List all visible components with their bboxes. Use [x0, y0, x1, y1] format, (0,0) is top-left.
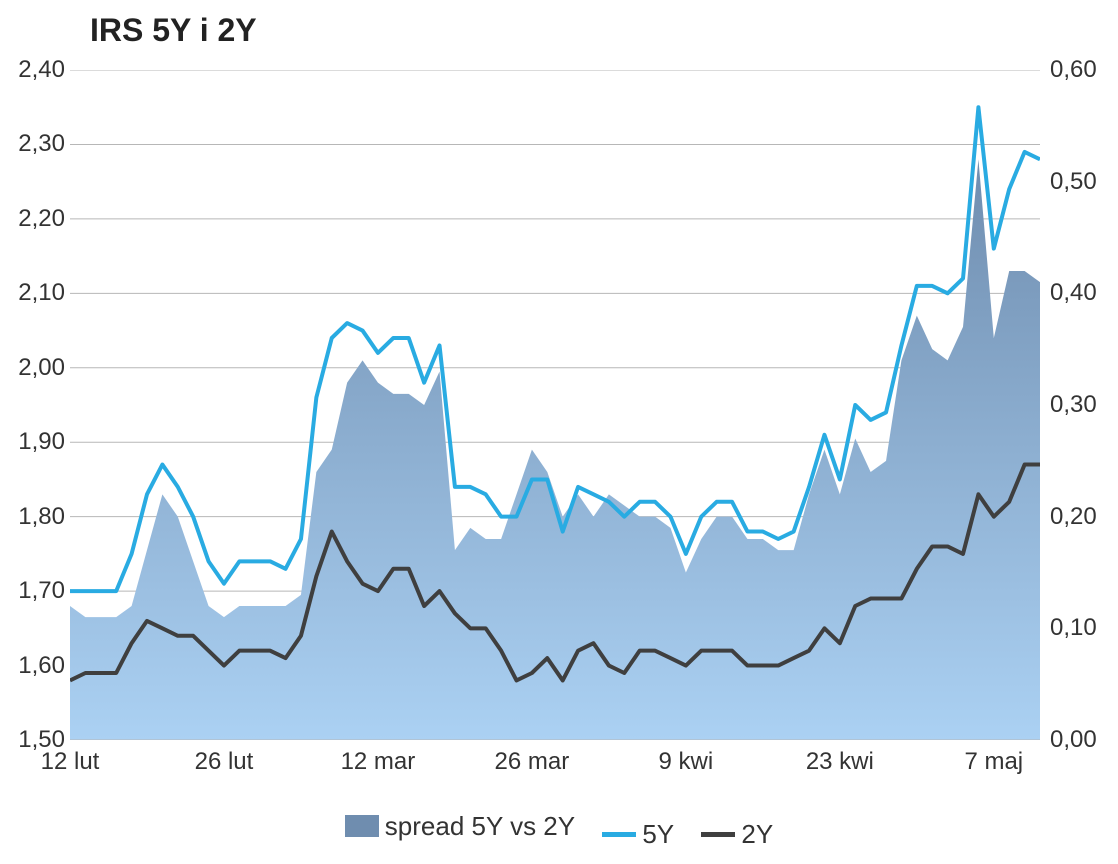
y-left-tick: 1,90: [5, 428, 65, 456]
y-left-tick: 2,40: [5, 56, 65, 84]
legend-label-5y: 5Y: [642, 819, 674, 850]
y-left-tick: 1,80: [5, 503, 65, 531]
y-right-tick: 0,20: [1050, 503, 1097, 531]
irs-chart: IRS 5Y i 2Y 1,501,601,701,801,902,002,10…: [0, 0, 1118, 864]
legend-label-2y: 2Y: [741, 819, 773, 850]
x-tick: 26 lut: [195, 748, 254, 776]
chart-svg: [70, 70, 1040, 740]
x-tick: 9 kwi: [659, 748, 714, 776]
legend-item-spread: spread 5Y vs 2Y: [345, 811, 575, 842]
y-right-tick: 0,10: [1050, 614, 1097, 642]
x-tick: 26 mar: [495, 748, 570, 776]
legend-swatch-2y: [701, 832, 735, 837]
legend: spread 5Y vs 2Y 5Y 2Y: [0, 811, 1118, 851]
plot-area: [70, 70, 1040, 740]
legend-item-5y: 5Y: [602, 819, 674, 850]
legend-swatch-area: [345, 815, 379, 837]
y-left-tick: 2,00: [5, 354, 65, 382]
y-right-tick: 0,30: [1050, 391, 1097, 419]
y-right-tick: 0,50: [1050, 168, 1097, 196]
legend-label-spread: spread 5Y vs 2Y: [385, 811, 575, 842]
chart-title: IRS 5Y i 2Y: [90, 12, 257, 49]
x-tick: 7 maj: [964, 748, 1023, 776]
y-left-tick: 2,20: [5, 205, 65, 233]
y-right-tick: 0,00: [1050, 726, 1097, 754]
y-left-tick: 1,60: [5, 652, 65, 680]
y-right-tick: 0,60: [1050, 56, 1097, 84]
y-right-tick: 0,40: [1050, 279, 1097, 307]
x-tick: 12 mar: [341, 748, 416, 776]
legend-item-2y: 2Y: [701, 819, 773, 850]
x-tick: 12 lut: [41, 748, 100, 776]
y-left-tick: 2,10: [5, 279, 65, 307]
x-tick: 23 kwi: [806, 748, 874, 776]
y-left-tick: 1,70: [5, 577, 65, 605]
legend-swatch-5y: [602, 832, 636, 837]
y-left-tick: 2,30: [5, 130, 65, 158]
